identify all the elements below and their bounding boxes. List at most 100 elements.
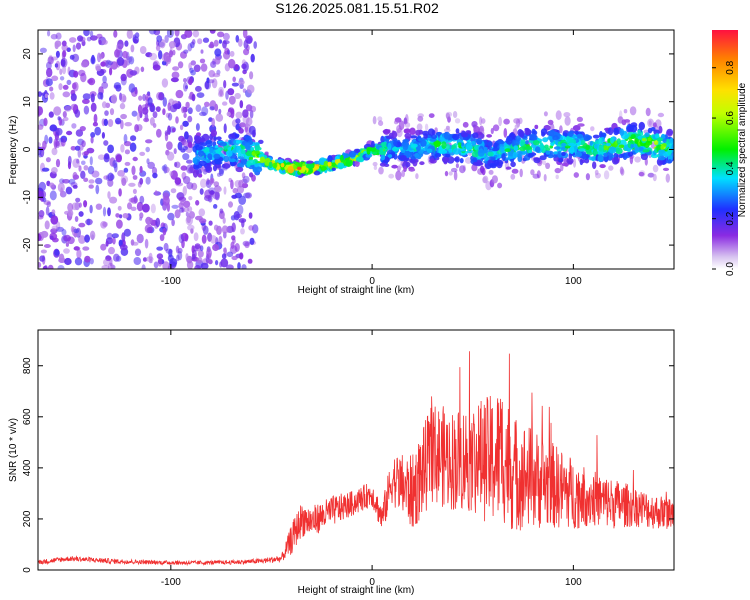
heatmap-ridge-blob: [477, 148, 485, 157]
heatmap-ridge-blob: [348, 150, 356, 158]
heatmap-noise-blob: [42, 197, 47, 203]
heatmap-noise-blob: [115, 117, 122, 125]
heatmap-noise-blob: [196, 92, 205, 98]
heatmap-noise-blob: [118, 188, 122, 197]
heatmap-ridge-blob: [644, 132, 650, 138]
heatmap-scatter-blob: [497, 182, 503, 189]
heatmap-noise-blob: [73, 246, 80, 251]
heatmap-scatter-blob: [634, 156, 641, 163]
heatmap-ridge-blob: [287, 165, 295, 174]
heatmap-noise-blob: [82, 246, 90, 251]
heatmap-noise-blob: [218, 39, 222, 44]
heatmap-noise-blob: [43, 117, 48, 127]
heatmap-noise-blob: [45, 78, 53, 87]
heatmap-noise-blob: [167, 112, 173, 121]
heatmap-noise-blob: [167, 125, 171, 135]
heatmap-ridge-blob: [387, 142, 392, 150]
heatmap-ridge-blob: [452, 133, 460, 141]
heatmap-ridge-blob: [250, 146, 255, 151]
heatmap-noise-blob: [214, 57, 221, 65]
heatmap-ridge-blob: [528, 149, 533, 154]
heatmap-noise-blob: [186, 164, 194, 174]
heatmap-noise-blob: [47, 264, 54, 269]
heatmap-noise-blob: [209, 41, 214, 48]
heatmap-noise-blob: [70, 146, 77, 151]
heatmap-ridge-blob: [540, 128, 548, 136]
heatmap-noise-blob: [55, 50, 60, 58]
heatmap-noise-blob: [131, 241, 139, 246]
heatmap-y-axis-label: Frequency (Hz): [8, 116, 19, 185]
heatmap-noise-blob: [133, 257, 142, 265]
heatmap-ridge-blob: [618, 153, 624, 159]
heatmap-ridge-blob: [603, 145, 608, 151]
heatmap-ridge-blob: [313, 170, 321, 176]
heatmap-noise-blob: [101, 265, 110, 269]
heatmap-ridge-blob: [411, 143, 418, 148]
heatmap-noise-blob: [65, 242, 69, 247]
heatmap-noise-blob: [174, 30, 180, 37]
heatmap-noise-blob: [50, 228, 58, 234]
heatmap-ridge-blob: [427, 128, 435, 136]
heatmap-noise-blob: [130, 196, 139, 204]
heatmap-noise-blob: [187, 206, 193, 213]
heatmap-noise-blob: [78, 202, 82, 208]
heatmap-ridge-blob: [497, 140, 504, 144]
heatmap-scatter-blob: [444, 170, 449, 177]
heatmap-noise-blob: [38, 146, 42, 156]
heatmap-ridge-blob: [593, 143, 598, 149]
heatmap-noise-blob: [121, 177, 127, 186]
heatmap-noise-blob: [167, 212, 175, 221]
heatmap-ridge-blob: [195, 132, 202, 137]
heatmap-noise-blob: [102, 75, 107, 84]
heatmap-ridge-blob: [419, 161, 425, 166]
heatmap-scatter-blob: [498, 116, 502, 127]
heatmap-scatter-blob: [572, 158, 577, 168]
heatmap-noise-blob: [173, 103, 181, 110]
heatmap-scatter-blob: [510, 173, 516, 180]
heatmap-noise-blob: [199, 218, 207, 224]
heatmap-noise-blob: [123, 167, 129, 173]
heatmap-scatter-blob: [545, 162, 551, 169]
heatmap-noise-blob: [128, 56, 135, 65]
heatmap-noise-blob: [48, 111, 54, 118]
heatmap-noise-blob: [162, 108, 166, 116]
heatmap-ridge-blob: [205, 140, 212, 145]
heatmap-noise-blob: [83, 105, 90, 115]
heatmap-noise-blob: [182, 153, 190, 161]
heatmap-scatter-blob: [550, 123, 555, 131]
heatmap-ridge-blob: [236, 145, 242, 154]
heatmap-noise-blob: [70, 225, 74, 233]
heatmap-ridge-blob: [510, 161, 516, 168]
heatmap-noise-blob: [191, 93, 196, 102]
heatmap-noise-blob: [185, 101, 190, 109]
heatmap-noise-blob: [54, 249, 60, 256]
heatmap-ridge-blob: [561, 151, 566, 157]
heatmap-noise-blob: [238, 38, 243, 47]
heatmap-ridge-blob: [669, 138, 674, 144]
snr-x-axis-label: Height of straight line (km): [298, 585, 415, 596]
heatmap-scatter-blob: [514, 124, 519, 129]
heatmap-ridge-blob: [379, 147, 384, 152]
heatmap-noise-blob: [67, 202, 74, 212]
heatmap-noise-blob: [245, 122, 249, 128]
heatmap-ridge-blob: [647, 137, 652, 141]
heatmap-noise-blob: [103, 118, 109, 126]
heatmap-noise-blob: [150, 203, 156, 214]
heatmap-scatter-blob: [491, 175, 498, 184]
heatmap-scatter-blob: [488, 169, 494, 175]
heatmap-noise-blob: [218, 108, 222, 115]
heatmap-noise-blob: [156, 246, 164, 251]
heatmap-noise-blob: [146, 226, 153, 234]
heatmap-scatter-blob: [594, 169, 599, 176]
heatmap-noise-blob: [175, 116, 179, 124]
heatmap-noise-blob: [50, 215, 59, 225]
heatmap-noise-blob: [84, 255, 91, 263]
heatmap-scatter-blob: [396, 125, 402, 133]
heatmap-noise-blob: [253, 41, 257, 49]
heatmap-noise-blob: [89, 156, 93, 166]
heatmap-noise-blob: [187, 224, 195, 231]
heatmap-noise-blob: [72, 44, 76, 53]
heatmap-scatter-blob: [563, 112, 571, 118]
figure-title: S126.2025.081.15.51.R02: [275, 0, 439, 16]
heatmap-noise-blob: [55, 127, 63, 136]
